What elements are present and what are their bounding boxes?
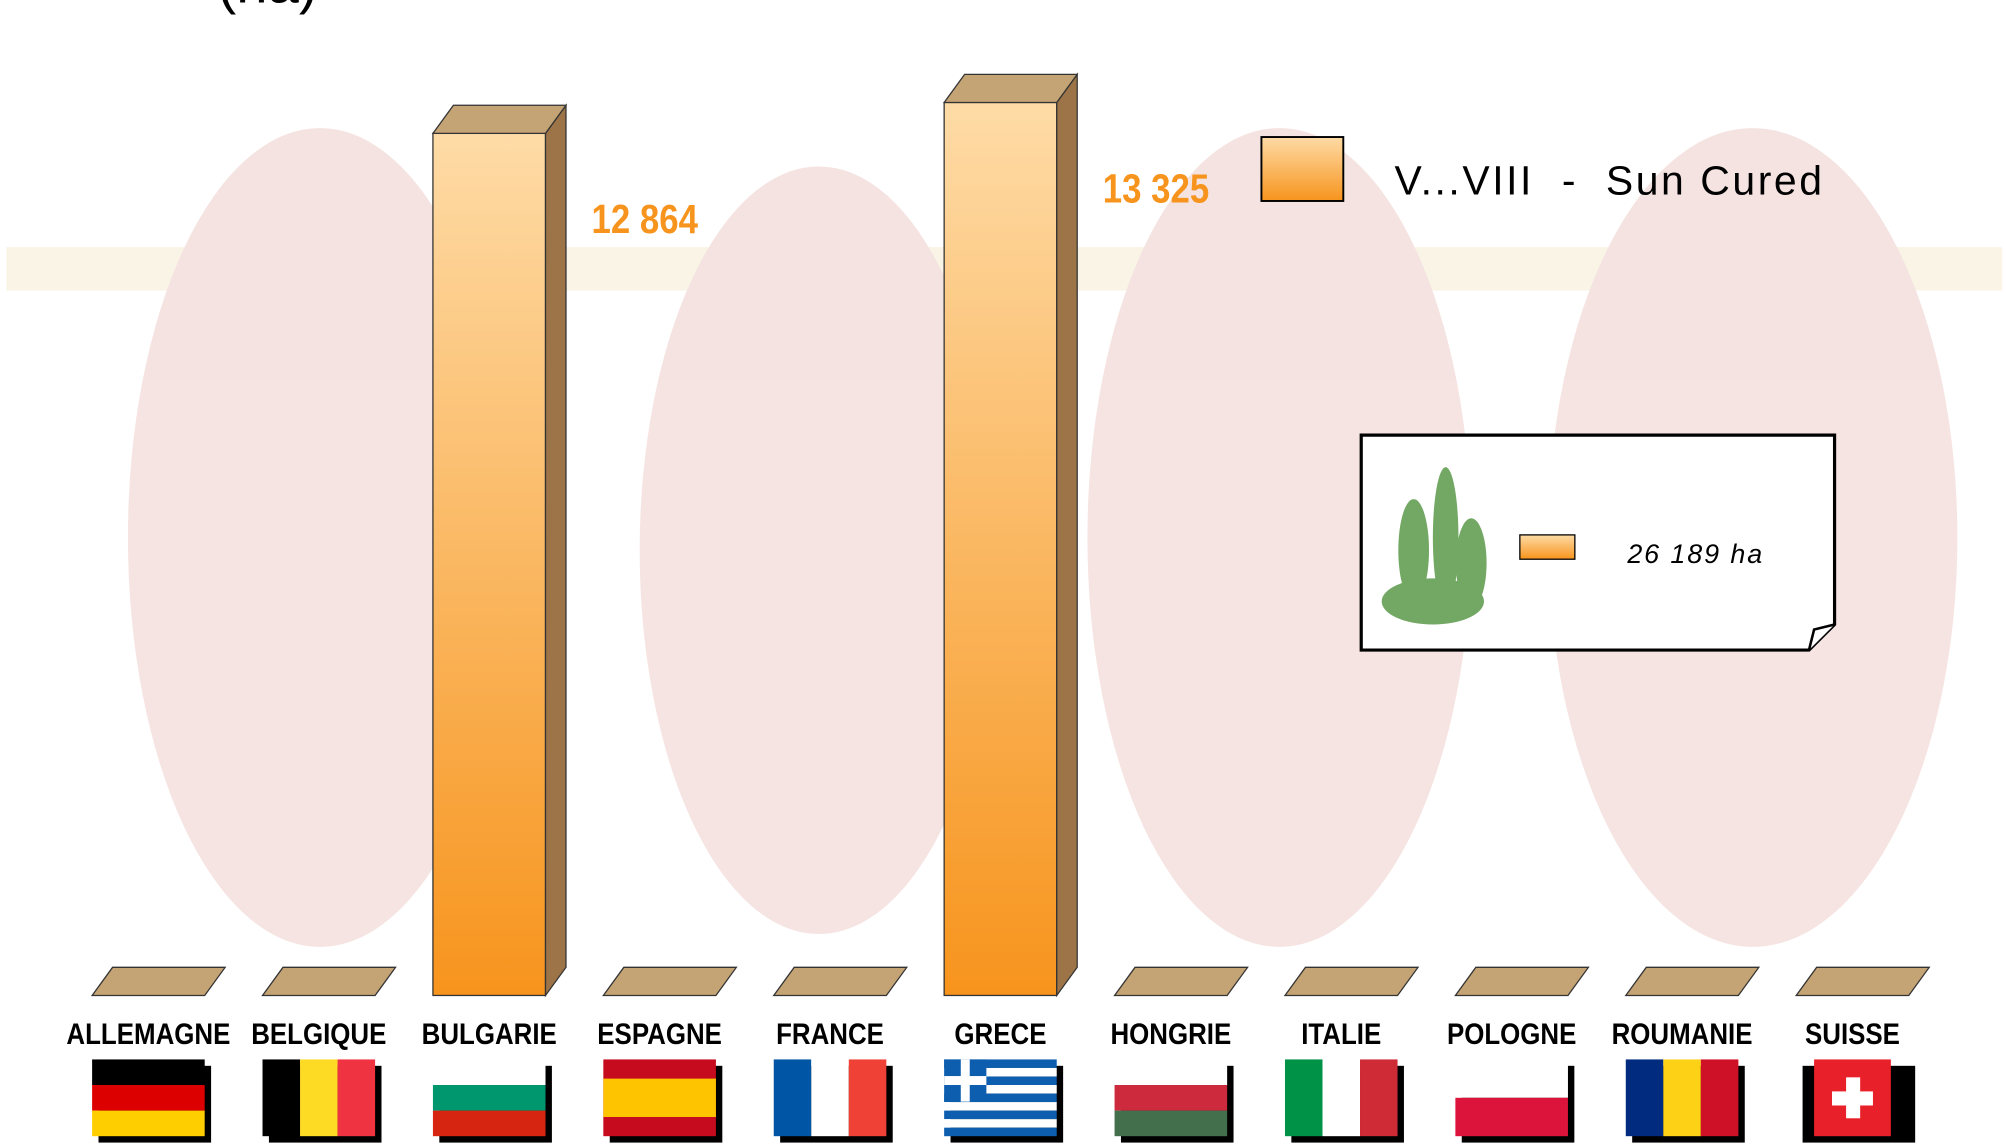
legend-swatch bbox=[1260, 136, 1345, 202]
bar-top bbox=[1454, 966, 1590, 997]
x-tick-label: BELGIQUE bbox=[251, 1018, 386, 1051]
flag-stripe bbox=[432, 1085, 546, 1111]
bar-top bbox=[772, 966, 909, 997]
flag-stripe bbox=[337, 1059, 376, 1137]
x-tick-label: FRANCE bbox=[776, 1018, 884, 1051]
flag bbox=[1114, 1059, 1234, 1143]
flag-stripe bbox=[944, 1119, 1057, 1128]
flag-cross bbox=[944, 1076, 987, 1086]
flag-stripe bbox=[92, 1110, 205, 1137]
flag-stripe bbox=[1455, 1059, 1568, 1098]
flag-cross bbox=[1832, 1091, 1873, 1106]
flag-stripe bbox=[603, 1078, 716, 1117]
flag bbox=[1802, 1059, 1916, 1143]
x-tick-label: POLOGNE bbox=[1447, 1018, 1576, 1051]
flag bbox=[432, 1059, 552, 1143]
bar-top bbox=[1113, 966, 1249, 997]
flag-stripe bbox=[811, 1059, 849, 1137]
flag-stripe bbox=[1322, 1059, 1361, 1137]
flag-stripe bbox=[1455, 1097, 1568, 1137]
bar-top bbox=[261, 966, 397, 997]
bar-top bbox=[90, 966, 227, 997]
annotation-box: 26 189 ha bbox=[1359, 433, 1837, 652]
value-label: 12 864 bbox=[592, 198, 698, 243]
flag-stripe bbox=[944, 1127, 1057, 1137]
flag-stripe bbox=[944, 1110, 1057, 1120]
x-tick-label: GRECE bbox=[954, 1018, 1046, 1051]
flag-stripe bbox=[944, 1076, 1057, 1086]
flag bbox=[773, 1059, 893, 1143]
x-tick-label: ESPAGNE bbox=[597, 1018, 722, 1051]
bar-top bbox=[1794, 966, 1931, 997]
bar-top bbox=[1283, 966, 1420, 997]
flag-stripe bbox=[944, 1093, 1057, 1103]
flag-stripe bbox=[848, 1059, 887, 1137]
flag-stripe bbox=[773, 1059, 812, 1137]
flag-stripe bbox=[1284, 1059, 1323, 1137]
flag bbox=[1455, 1059, 1575, 1143]
x-tick-label: HONGRIE bbox=[1110, 1018, 1231, 1051]
flag bbox=[1625, 1059, 1745, 1143]
flag-stripe bbox=[262, 1059, 301, 1137]
legend-label: V...VIII - Sun Cured bbox=[1394, 158, 1824, 204]
x-tick-label: SUISSE bbox=[1805, 1018, 1900, 1051]
background bbox=[6, 128, 2003, 947]
flag-stripe bbox=[1114, 1085, 1228, 1111]
flag-stripe bbox=[92, 1085, 205, 1111]
annotation: 26 189 ha bbox=[1626, 539, 1764, 569]
flag bbox=[944, 1059, 1064, 1143]
bar bbox=[432, 132, 547, 997]
flag-stripe bbox=[944, 1085, 1057, 1094]
legend: V...VIII - Sun Cured bbox=[1260, 136, 1824, 204]
flag-stripe bbox=[1663, 1059, 1701, 1137]
flag-stripe bbox=[1625, 1059, 1664, 1137]
x-tick-label: ROUMANIE bbox=[1612, 1018, 1753, 1051]
flag-stripe bbox=[92, 1059, 205, 1086]
flag-stripe bbox=[944, 1067, 1057, 1077]
x-tick-label: ITALIE bbox=[1301, 1018, 1381, 1051]
flag-stripe bbox=[944, 1102, 1057, 1111]
flag-stripe bbox=[944, 1059, 1057, 1068]
flag-stripe bbox=[1700, 1059, 1739, 1137]
x-tick-label: ALLEMAGNE bbox=[66, 1018, 230, 1051]
flag-stripe bbox=[1360, 1059, 1398, 1137]
flag-stripe bbox=[300, 1059, 338, 1137]
value-label: 13 325 bbox=[1103, 167, 1209, 212]
bar bbox=[943, 101, 1058, 997]
bar-top bbox=[942, 73, 1079, 104]
flag bbox=[1284, 1059, 1404, 1143]
bar-top bbox=[1624, 966, 1761, 997]
flag-stripe bbox=[432, 1059, 546, 1086]
flag-stripe bbox=[432, 1110, 546, 1137]
bar-top bbox=[602, 966, 738, 997]
flag bbox=[92, 1059, 212, 1143]
x-tick-label: BULGARIE bbox=[422, 1018, 557, 1051]
bar-side bbox=[544, 103, 567, 998]
bar-top bbox=[431, 104, 568, 135]
flag-stripe bbox=[1114, 1059, 1228, 1086]
flag-stripe bbox=[1114, 1110, 1228, 1137]
chart-title: (ha) bbox=[217, 0, 317, 15]
bar-side bbox=[1056, 72, 1078, 998]
flag bbox=[603, 1059, 723, 1143]
flag bbox=[262, 1059, 382, 1143]
